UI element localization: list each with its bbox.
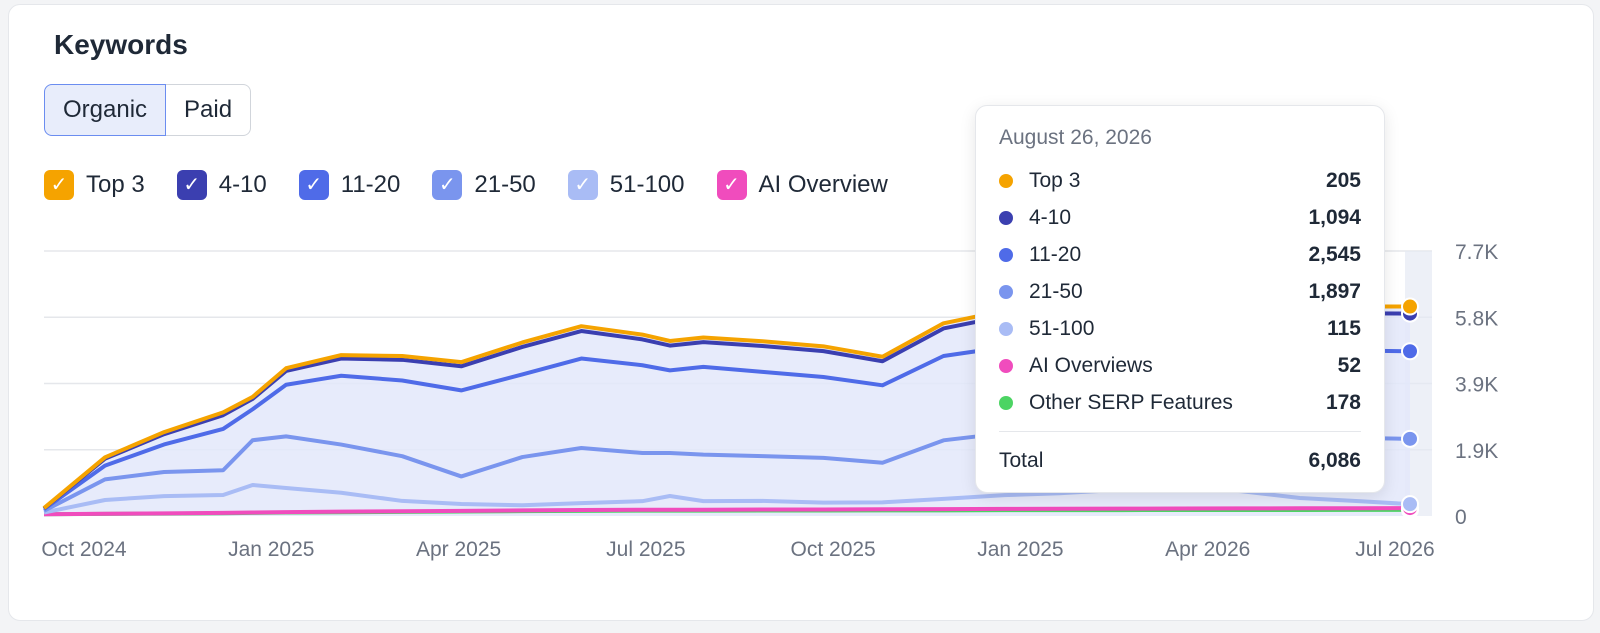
x-tick-label: Jul 2026	[1355, 538, 1434, 561]
tooltip-row-label: Top 3	[1029, 169, 1081, 192]
tooltip-total-value: 6,086	[1308, 449, 1361, 472]
tooltip-row-label: AI Overviews	[1029, 354, 1153, 377]
checkbox-ai-overview[interactable]: ✓	[716, 170, 747, 200]
series-dot	[999, 248, 1013, 262]
tooltip-row-value: 1,094	[1308, 206, 1361, 229]
x-tick-label: Oct 2024	[41, 538, 127, 561]
check-icon: ✓	[305, 174, 323, 196]
organic-paid-toggle: Organic Paid	[44, 84, 252, 136]
legend-item-51-100[interactable]: ✓ 51-100	[567, 170, 685, 200]
card-title: Keywords	[54, 29, 188, 60]
tooltip-row-value: 115	[1327, 317, 1361, 340]
legend-label: 4-10	[218, 171, 267, 198]
legend-item-4-10[interactable]: ✓ 4-10	[176, 170, 267, 200]
y-tick-label: 0	[1455, 506, 1467, 529]
y-tick-label: 3.9K	[1455, 374, 1498, 397]
chart-tooltip: August 26, 2026 Top 3 205 4-10 1,094 11-…	[975, 105, 1385, 493]
tab-paid[interactable]: Paid	[166, 84, 252, 136]
y-tick-label: 5.8K	[1455, 307, 1498, 330]
checkbox-21-50[interactable]: ✓	[432, 170, 463, 200]
tooltip-row-value: 2,545	[1308, 243, 1361, 266]
x-tick-label: Apr 2026	[1165, 538, 1250, 561]
series-line-ai-overviews	[43, 506, 1411, 517]
y-tick-label: 1.9K	[1455, 440, 1498, 463]
series-dot	[999, 359, 1013, 373]
tooltip-row: 51-100 115	[999, 314, 1361, 344]
checkbox-top-3[interactable]: ✓	[44, 170, 74, 200]
tooltip-row-label: 11-20	[1029, 243, 1082, 266]
tooltip-row-label: 51-100	[1029, 317, 1095, 340]
legend-label: 51-100	[609, 171, 685, 198]
tooltip-row: 21-50 1,897	[999, 277, 1361, 307]
y-tick-label: 7.7K	[1455, 241, 1498, 264]
data-point	[1401, 297, 1419, 316]
data-point	[1401, 429, 1419, 448]
tooltip-row-label: 4-10	[1029, 206, 1072, 229]
x-tick-label: Jan 2025	[228, 538, 314, 561]
tooltip-row-label: 21-50	[1029, 280, 1083, 303]
tooltip-row: Top 3 205	[999, 166, 1361, 196]
chart-legend: ✓ Top 3 ✓ 4-10 ✓ 11-20 ✓ 21-50 ✓ 51-100 …	[44, 170, 920, 200]
legend-item-11-20[interactable]: ✓ 11-20	[298, 170, 401, 200]
checkbox-51-100[interactable]: ✓	[567, 170, 598, 200]
legend-label: 21-50	[474, 171, 536, 198]
tooltip-row-label: Other SERP Features	[1029, 391, 1233, 414]
checkbox-11-20[interactable]: ✓	[298, 170, 329, 200]
tooltip-row: 11-20 2,545	[999, 240, 1361, 270]
tooltip-row-value: 178	[1325, 391, 1361, 414]
legend-item-21-50[interactable]: ✓ 21-50	[432, 170, 536, 200]
tooltip-date: August 26, 2026	[999, 126, 1152, 149]
series-dot	[999, 396, 1013, 410]
legend-item-ai-overview[interactable]: ✓ AI Overview	[716, 170, 888, 200]
data-point	[1401, 495, 1419, 514]
tab-organic[interactable]: Organic	[44, 84, 167, 136]
series-dot	[999, 211, 1013, 225]
tooltip-row-value: 1,897	[1308, 280, 1361, 303]
check-icon: ✓	[183, 174, 201, 196]
tooltip-row-value: 52	[1337, 354, 1361, 377]
legend-label: Top 3	[86, 171, 145, 198]
legend-label: 11-20	[340, 171, 401, 198]
series-dot	[999, 285, 1013, 299]
series-dot	[999, 322, 1013, 336]
tooltip-total-label: Total	[999, 449, 1044, 472]
checkbox-4-10[interactable]: ✓	[176, 170, 207, 200]
x-tick-label: Jan 2025	[977, 538, 1063, 561]
x-tick-label: Jul 2025	[606, 538, 685, 561]
check-icon: ✓	[438, 174, 456, 196]
tooltip-row: 4-10 1,094	[999, 203, 1361, 233]
series-dot	[999, 174, 1013, 188]
tooltip-row-value: 205	[1325, 169, 1361, 192]
tooltip-row: Other SERP Features 178	[999, 388, 1361, 418]
check-icon: ✓	[574, 174, 592, 196]
data-point	[1401, 342, 1419, 361]
legend-label: AI Overview	[758, 171, 888, 198]
tooltip-row: AI Overviews 52	[999, 351, 1361, 381]
legend-item-top-3[interactable]: ✓ Top 3	[44, 170, 145, 200]
x-tick-label: Apr 2025	[416, 538, 501, 561]
check-icon: ✓	[723, 174, 740, 196]
check-icon: ✓	[50, 174, 68, 196]
tooltip-divider	[999, 431, 1361, 432]
tooltip-total-row: Total 6,086	[999, 446, 1361, 476]
x-tick-label: Oct 2025	[791, 538, 876, 561]
